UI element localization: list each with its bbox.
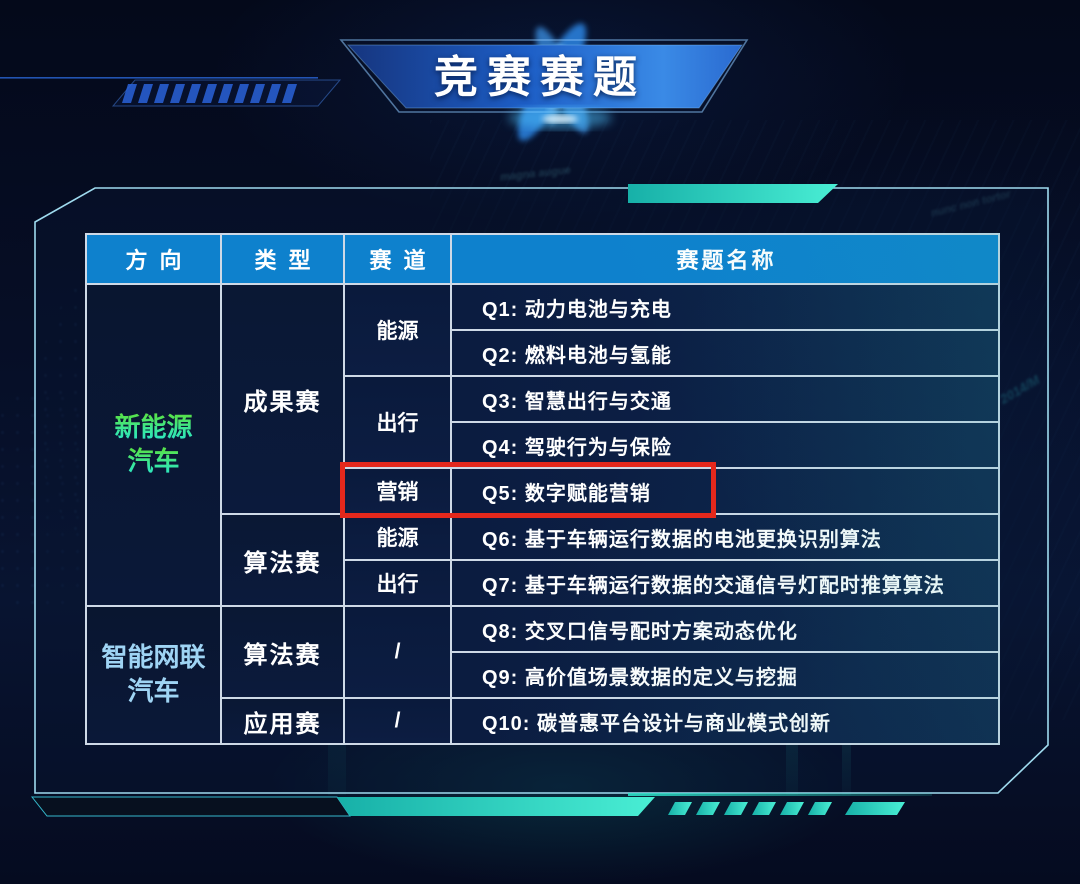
panel-top-accent-bar (628, 184, 838, 203)
topic-cell-q3: Q3: 智慧出行与交通 (452, 377, 998, 421)
bottom-line (628, 793, 932, 796)
direction-cell-nev: 新能源 汽车 (87, 285, 220, 605)
topic-cell-q2: Q2: 燃料电池与氢能 (452, 331, 998, 375)
type-cell: 应用赛 (222, 699, 343, 743)
banner-back-edge (339, 39, 749, 113)
title-banner (339, 23, 749, 141)
direction-nev-line1: 新能源 (114, 411, 192, 445)
type-cell: 算法赛 (222, 515, 343, 605)
type-cell: 算法赛 (222, 607, 343, 697)
header-type: 类型 (222, 235, 343, 283)
track-cell: 出行 (345, 377, 450, 467)
header-topic-name: 赛题名称 (452, 235, 998, 283)
direction-icv-line2: 汽车 (127, 676, 180, 706)
topic-cell-q8: Q8: 交叉口信号配时方案动态优化 (452, 607, 998, 651)
highlight-box-q5 (340, 462, 716, 518)
topic-cell-q9: Q9: 高价值场景数据的定义与挖掘 (452, 653, 998, 697)
topic-cell-q7: Q7: 基于车辆运行数据的交通信号灯配时推算算法 (452, 561, 998, 605)
topic-cell-q10: Q10: 碳普惠平台设计与商业模式创新 (452, 699, 998, 743)
topic-cell-q6: Q6: 基于车辆运行数据的电池更换识别算法 (452, 515, 998, 559)
direction-nev-line2: 汽车 (127, 445, 179, 479)
topic-cell-q5: Q5: 数字赋能营销 (452, 469, 998, 513)
direction-icv-line1: 智能网联 (101, 642, 206, 673)
page-title: 竞赛赛题 (434, 53, 646, 102)
bottom-teal-bar (337, 797, 655, 816)
bottom-dark-bar (30, 796, 351, 817)
track-cell: 能源 (345, 285, 450, 375)
track-cell: / (345, 607, 450, 697)
top-left-hatch-stripes (122, 84, 297, 103)
banner-plate (346, 44, 743, 109)
topics-table: 方向 类型 赛道 赛题名称 新能源 汽车 智能网联 汽车 成果赛 算法赛 算法赛… (85, 233, 1000, 745)
header-track: 赛道 (345, 235, 450, 283)
track-cell: 出行 (345, 561, 450, 605)
header-direction: 方向 (87, 235, 220, 283)
dot-texture (0, 390, 100, 610)
bottom-hatch-stripes (668, 802, 905, 815)
track-cell: 能源 (345, 515, 450, 559)
track-cell: / (345, 699, 450, 743)
track-cell: 营销 (345, 469, 450, 513)
type-cell: 成果赛 (222, 285, 343, 513)
top-left-line (0, 77, 318, 79)
topic-cell-q4: Q4: 驾驶行为与保险 (452, 423, 998, 467)
topic-cell-q1: Q1: 动力电池与充电 (452, 285, 998, 329)
direction-cell-icv: 智能网联 汽车 (87, 607, 220, 743)
banner-glow-core (542, 115, 578, 123)
